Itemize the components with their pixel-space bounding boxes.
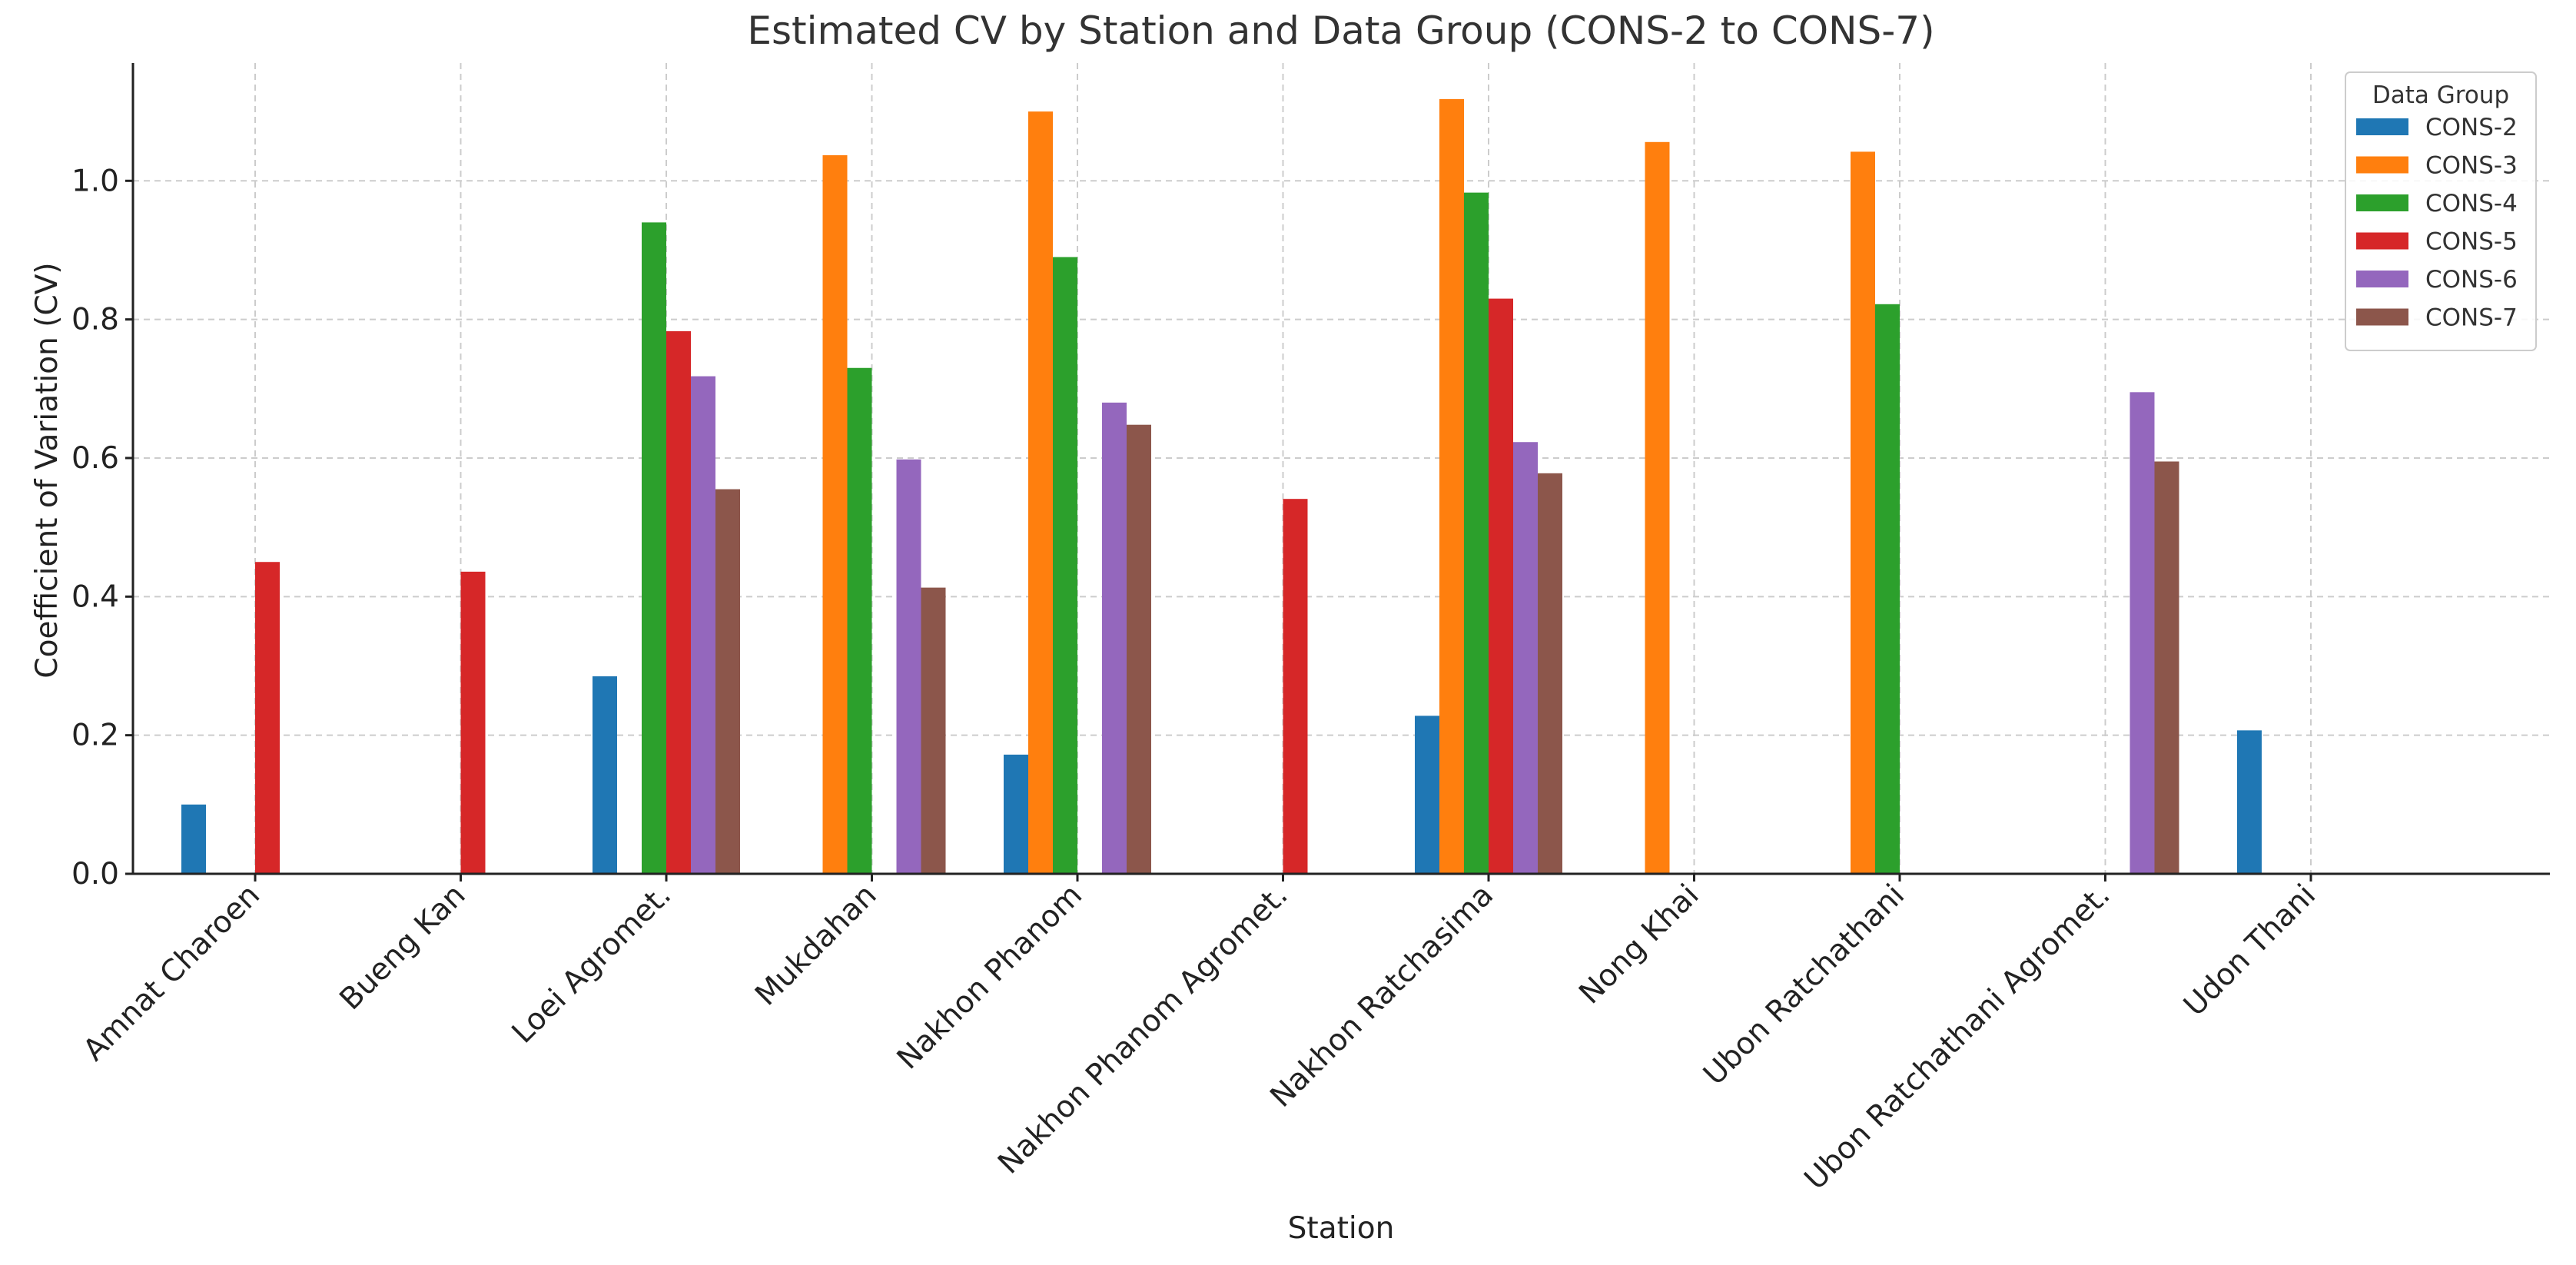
x-tick-label: Nakhon Ratchasima	[1264, 878, 1501, 1114]
legend-title: Data Group	[2372, 81, 2509, 109]
legend-label-cons-3: CONS-3	[2425, 152, 2518, 180]
legend-label-cons-2: CONS-2	[2425, 114, 2518, 141]
legend-swatch-cons-4	[2356, 194, 2408, 211]
legend: Data Group CONS-2 CONS-3 CONS-4 CONS-5 CONS-6…	[2345, 71, 2537, 351]
bar-cons-7-6	[1538, 473, 1562, 874]
bar-cons-6-3	[896, 459, 921, 874]
y-axis-label: Coefficient of Variation (CV)	[30, 262, 65, 678]
y-tick-label: 0.8	[71, 303, 119, 337]
y-tick-label: 0.2	[71, 719, 119, 753]
x-tick-label: Bueng Kan	[334, 878, 473, 1017]
bar-cons-3-7	[1645, 141, 1670, 875]
x-tick-label: Mukdahan	[749, 878, 883, 1012]
y-tick-label: 0.6	[71, 441, 119, 476]
legend-label-cons-7: CONS-7	[2425, 304, 2518, 332]
bar-cons-4-6	[1464, 192, 1489, 875]
bar-cons-4-8	[1875, 304, 1900, 874]
bar-cons-7-4	[1127, 424, 1151, 874]
bar-cons-5-5	[1283, 499, 1308, 874]
bar-cons-5-2	[666, 330, 691, 874]
x-tick-label: Loei Agromet.	[506, 878, 678, 1050]
bar-cons-7-3	[921, 587, 946, 874]
bar-cons-3-4	[1028, 111, 1053, 875]
bar-cons-3-3	[822, 154, 848, 874]
bar-cons-6-9	[2130, 392, 2155, 874]
bar-cons-5-1	[460, 571, 486, 874]
x-tick-label: Udon Thani	[2177, 878, 2322, 1023]
x-tick-label: Ubon Ratchathani	[1697, 878, 1911, 1092]
x-tick-label: Amnat Charoen	[77, 878, 267, 1067]
bar-cons-3-8	[1851, 151, 1875, 874]
bar-cons-4-2	[642, 222, 666, 874]
legend-swatch-cons-6	[2356, 271, 2408, 287]
bar-cons-3-6	[1439, 98, 1464, 874]
bar-cons-6-4	[1102, 402, 1127, 874]
bar-cons-2-0	[181, 804, 206, 874]
y-tick-label: 0.0	[71, 857, 119, 891]
bar-cons-2-2	[593, 676, 617, 874]
legend-swatch-cons-2	[2356, 118, 2408, 135]
bars-layer	[181, 98, 2262, 875]
y-tick-label: 0.4	[71, 579, 119, 614]
bar-cons-5-6	[1489, 298, 1513, 875]
x-tick-label: Nakhon Phanom	[891, 878, 1089, 1076]
bar-cons-7-2	[715, 489, 740, 874]
chart-title: Estimated CV by Station and Data Group (…	[747, 8, 1934, 53]
legend-label-cons-6: CONS-6	[2425, 266, 2518, 294]
bar-cons-4-3	[847, 367, 872, 874]
legend-swatch-cons-3	[2356, 156, 2408, 174]
bar-cons-7-9	[2154, 461, 2179, 874]
legend-label-cons-4: CONS-4	[2425, 190, 2518, 217]
legend-swatch-cons-5	[2356, 232, 2408, 250]
axes-layer	[131, 63, 2550, 875]
grid-layer	[133, 63, 2550, 874]
x-tick-label: Nong Khai	[1572, 878, 1705, 1011]
legend-label-cons-5: CONS-5	[2425, 228, 2518, 256]
bar-cons-5-0	[255, 562, 280, 874]
bar-cons-6-2	[691, 376, 715, 875]
bar-cons-2-10	[2237, 730, 2262, 874]
bar-cons-2-6	[1415, 716, 1439, 874]
bar-cons-2-4	[1004, 754, 1028, 874]
y-tick-label: 1.0	[71, 164, 119, 198]
x-axis-label: Station	[1288, 1211, 1395, 1246]
bar-cons-6-6	[1513, 442, 1538, 874]
legend-swatch-cons-7	[2356, 308, 2408, 326]
bar-cons-4-4	[1053, 257, 1077, 874]
